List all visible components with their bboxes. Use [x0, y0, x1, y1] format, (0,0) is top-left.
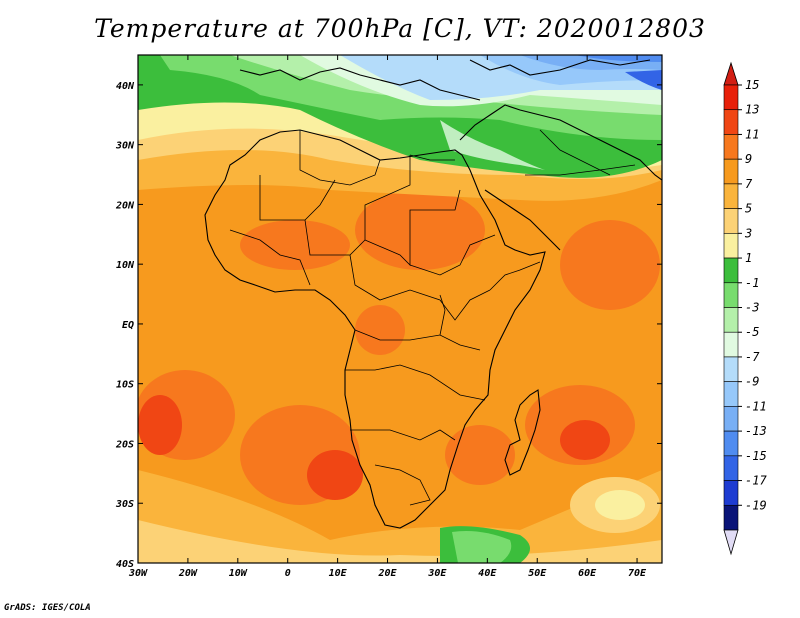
lon-tick-label: 30W: [128, 568, 148, 579]
colorbar-swatch: [723, 307, 739, 333]
colorbar-label: -15: [745, 449, 767, 463]
lat-tick-label: 40N: [116, 81, 135, 92]
lat-tick-label: 10S: [116, 380, 134, 391]
lat-tick-label: 30S: [115, 499, 134, 510]
longitude-axis: 30W 20W 10W 0 10E 20E 30E 40E 50E 60E 70E: [128, 55, 647, 579]
colorbar-label: -17: [745, 474, 767, 488]
lon-tick-label: 10E: [329, 568, 348, 579]
colorbar-legend: 15 13 11 9 7 5 3 1 -1 -3 -5 -7 -9 -11 -13 -15 -17 -19: [723, 61, 767, 556]
lon-tick-label: 10W: [229, 568, 248, 579]
lat-tick-label: 20N: [115, 200, 135, 211]
temperature-field: [138, 55, 662, 563]
colorbar-swatch: [723, 282, 739, 308]
lon-tick-label: 70E: [628, 568, 647, 579]
colorbar-label: 7: [745, 177, 753, 191]
colorbar-label: -7: [745, 350, 760, 364]
colorbar-swatch: [723, 356, 739, 382]
colorbar-label: 15: [745, 78, 759, 92]
lon-tick-label: 20E: [377, 568, 397, 579]
lat-tick-label: 30N: [115, 141, 135, 152]
lat-tick-label: 40S: [116, 559, 134, 570]
lon-tick-label: 30E: [427, 568, 447, 579]
colorbar-label: 9: [745, 152, 752, 166]
colorbar-swatch: [723, 158, 739, 185]
lon-tick-label: 60E: [578, 568, 597, 579]
lat-tick-label: 20S: [115, 439, 134, 450]
coastlines: [204, 59, 662, 529]
colorbar-swatch: [723, 331, 739, 358]
colorbar-swatch: [723, 183, 739, 209]
grads-credit: GrADS: IGES/COLA: [4, 603, 91, 613]
colorbar-swatch: [723, 504, 739, 531]
colorbar-label: -19: [745, 498, 767, 512]
colorbar-swatch: [723, 84, 739, 111]
country-borders: [229, 129, 636, 506]
colorbar-label: 11: [745, 127, 759, 141]
colorbar-bottom-cap: [723, 529, 739, 556]
colorbar-label: -9: [745, 375, 759, 389]
colorbar-label: -11: [745, 399, 767, 413]
colorbar-swatch: [723, 455, 739, 481]
lon-tick-label: 40E: [478, 568, 497, 579]
lat-tick-label: EQ: [122, 320, 134, 331]
colorbar-swatch: [723, 430, 739, 457]
colorbar-label: 13: [745, 103, 759, 117]
colorbar-swatch: [723, 134, 739, 160]
colorbar-label: -5: [745, 325, 759, 339]
lon-tick-label: 20W: [178, 568, 198, 579]
colorbar-label: -3: [745, 301, 759, 315]
colorbar-label: 5: [745, 202, 752, 216]
colorbar-swatch: [723, 233, 739, 259]
colorbar-swatch: [723, 208, 739, 234]
lon-tick-label: 0: [285, 568, 291, 579]
colorbar-swatch: [723, 381, 739, 407]
lat-tick-label: 10N: [116, 260, 135, 271]
colorbar-top-cap: [723, 61, 739, 86]
colorbar-swatch: [723, 406, 739, 432]
lon-tick-label: 50E: [528, 568, 547, 579]
colorbar-label: -1: [745, 276, 759, 290]
colorbar-swatch: [723, 257, 739, 284]
latitude-axis: 40N 30N 20N 10N EQ 10S 20S 30S 40S: [115, 81, 662, 570]
colorbar-swatch: [723, 109, 739, 135]
map-frame: [137, 54, 663, 564]
colorbar-swatch: [723, 480, 739, 506]
colorbar-label: 3: [744, 226, 752, 240]
map-title: Temperature at 700hPa [C], VT: 202001280…: [94, 14, 706, 43]
colorbar-label: -13: [745, 424, 767, 438]
colorbar-label: 1: [745, 251, 752, 265]
